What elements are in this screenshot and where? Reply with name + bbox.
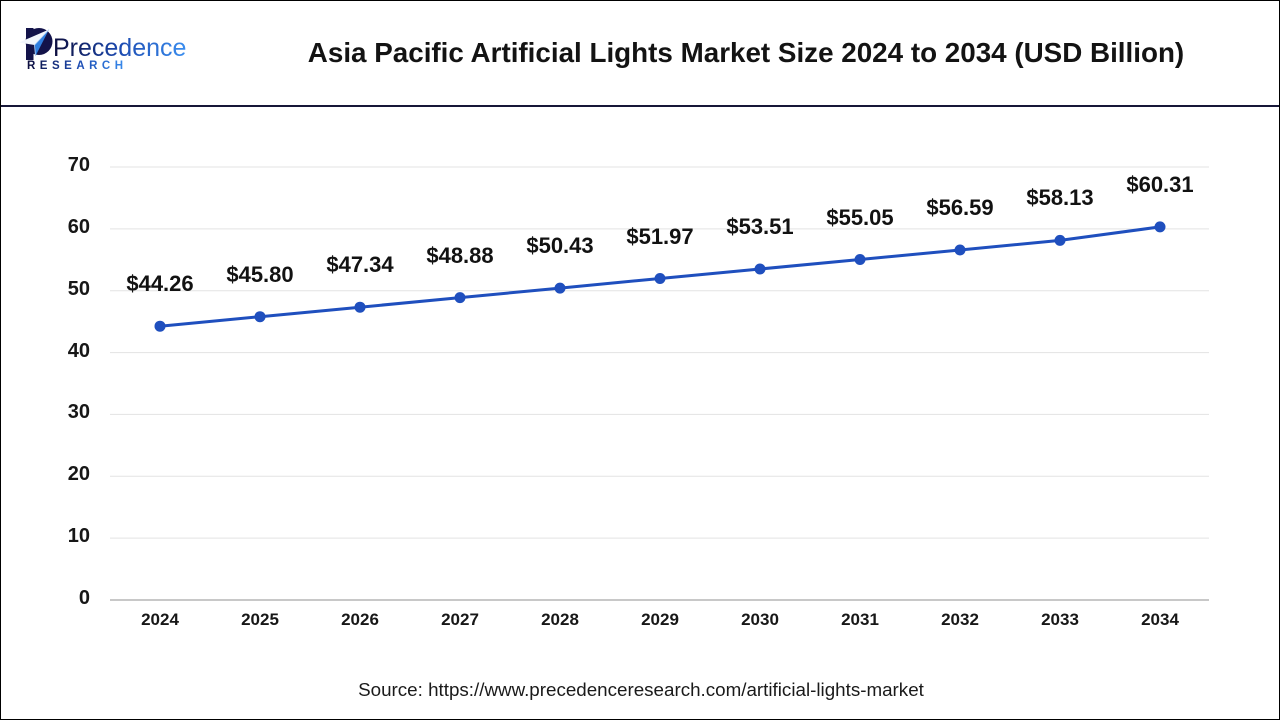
- svg-text:Precedence: Precedence: [53, 34, 186, 62]
- svg-text:RESEARCH: RESEARCH: [27, 60, 128, 72]
